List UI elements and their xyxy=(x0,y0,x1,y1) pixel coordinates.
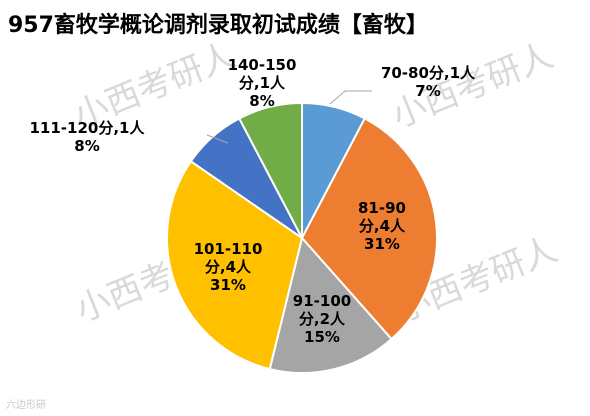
pie-slices xyxy=(166,101,438,374)
chart-title: 957畜牧学概论调剂录取初试成绩【畜牧】 xyxy=(8,13,428,38)
watermark-text: 小西考研人 xyxy=(386,36,559,137)
pie-slice xyxy=(237,101,303,239)
slice-label-line: 140-150 xyxy=(228,56,297,74)
slice-label: 81-90 分,4人 31% xyxy=(358,199,406,253)
pie-slice xyxy=(300,117,438,341)
slice-label-line: 111-120分,1人 xyxy=(30,119,146,137)
slice-label-line: 8% xyxy=(249,92,274,110)
slice-label-line: 7% xyxy=(415,82,440,100)
slice-label: 70-80分,1人 7% xyxy=(381,64,476,100)
pie-slice xyxy=(268,235,393,374)
slice-label-line: 91-100 xyxy=(293,292,351,310)
slice-label-line: 31% xyxy=(364,235,400,253)
leader-line xyxy=(329,90,372,105)
slice-label: 140-150 分,1人 8% xyxy=(228,56,297,110)
leader-lines xyxy=(206,90,372,144)
slice-label: 91-100 分,2人 15% xyxy=(293,292,351,346)
slice-label: 101-110 分,4人 31% xyxy=(194,240,263,294)
slice-label-line: 101-110 xyxy=(194,240,263,258)
slice-label-line: 分,2人 xyxy=(299,310,346,328)
corner-watermark: 六边形研 xyxy=(6,400,46,411)
slice-label-line: 分,4人 xyxy=(359,217,406,235)
slice-label-line: 15% xyxy=(304,328,340,346)
slice-label: 111-120分,1人 8% xyxy=(30,119,146,155)
pie-slice xyxy=(166,159,304,371)
leader-line xyxy=(206,134,229,144)
slice-label-line: 31% xyxy=(210,276,246,294)
slice-label-line: 70-80分,1人 xyxy=(381,64,476,82)
slice-label-line: 8% xyxy=(74,137,99,155)
pie-labels: 70-80分,1人 7%81-90 分,4人 31%91-100 分,2人 15%101-… xyxy=(30,56,477,346)
slice-label-line: 81-90 xyxy=(358,199,406,217)
slice-label-line: 分,4人 xyxy=(205,258,252,276)
slice-label-line: 分,1人 xyxy=(239,74,286,92)
